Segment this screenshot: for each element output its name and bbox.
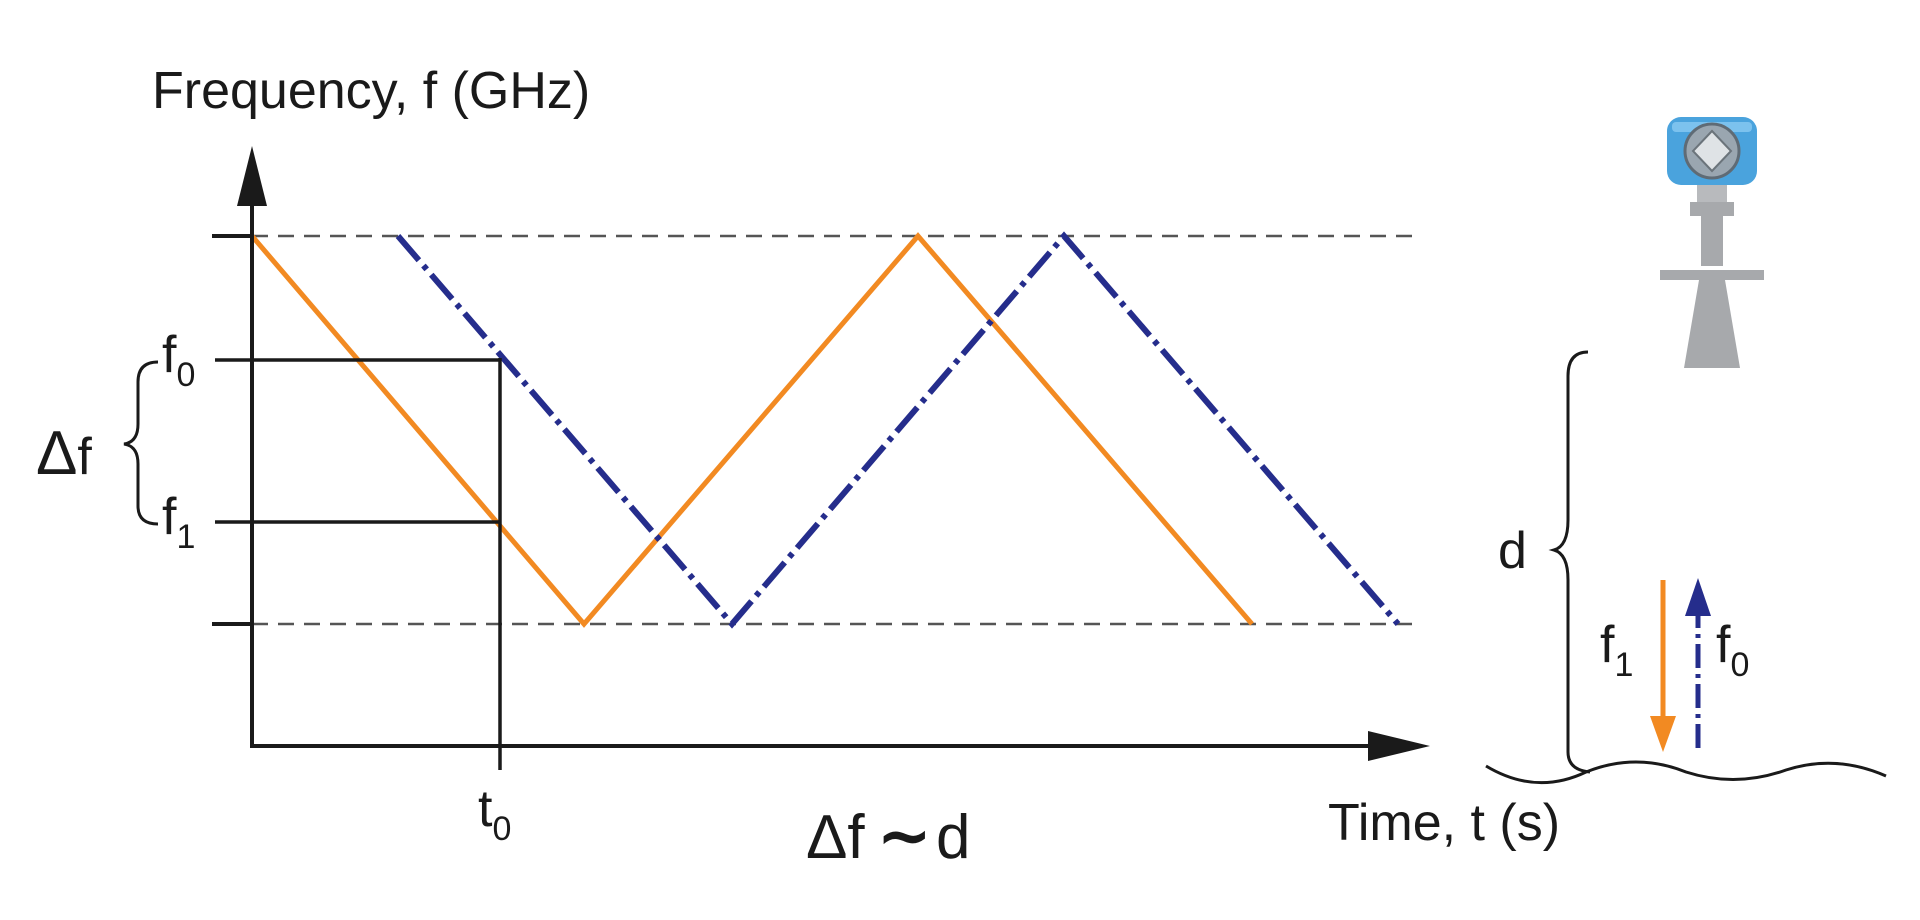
arrow-up-icon [1685, 578, 1711, 748]
transmitted-signal-line [250, 232, 1254, 628]
received-signal-line [395, 231, 1401, 629]
y-axis-label: Frequency, f (GHz) [152, 62, 590, 120]
distance-brace [1548, 350, 1591, 774]
x-axis-label: Time, t (s) [1328, 794, 1560, 852]
t0-label: t0 [478, 780, 511, 848]
distance-label: d [1498, 522, 1527, 580]
f1-label: f1 [162, 488, 195, 556]
liquid-surface-line [1485, 760, 1887, 785]
delta-f-brace [123, 360, 159, 526]
radar-level-transmitter-icon [1660, 117, 1764, 368]
delta-f-label: Δf [36, 419, 92, 488]
y-axis-arrowhead [237, 146, 267, 206]
relation-label: Δf ∼d [806, 798, 970, 872]
sensor-f0-label: f0 [1716, 616, 1749, 684]
f0-label: f0 [162, 326, 195, 394]
arrow-down-icon [1650, 580, 1676, 752]
x-axis-arrowhead [1368, 731, 1430, 761]
sensor-f1-label: f1 [1600, 616, 1633, 684]
